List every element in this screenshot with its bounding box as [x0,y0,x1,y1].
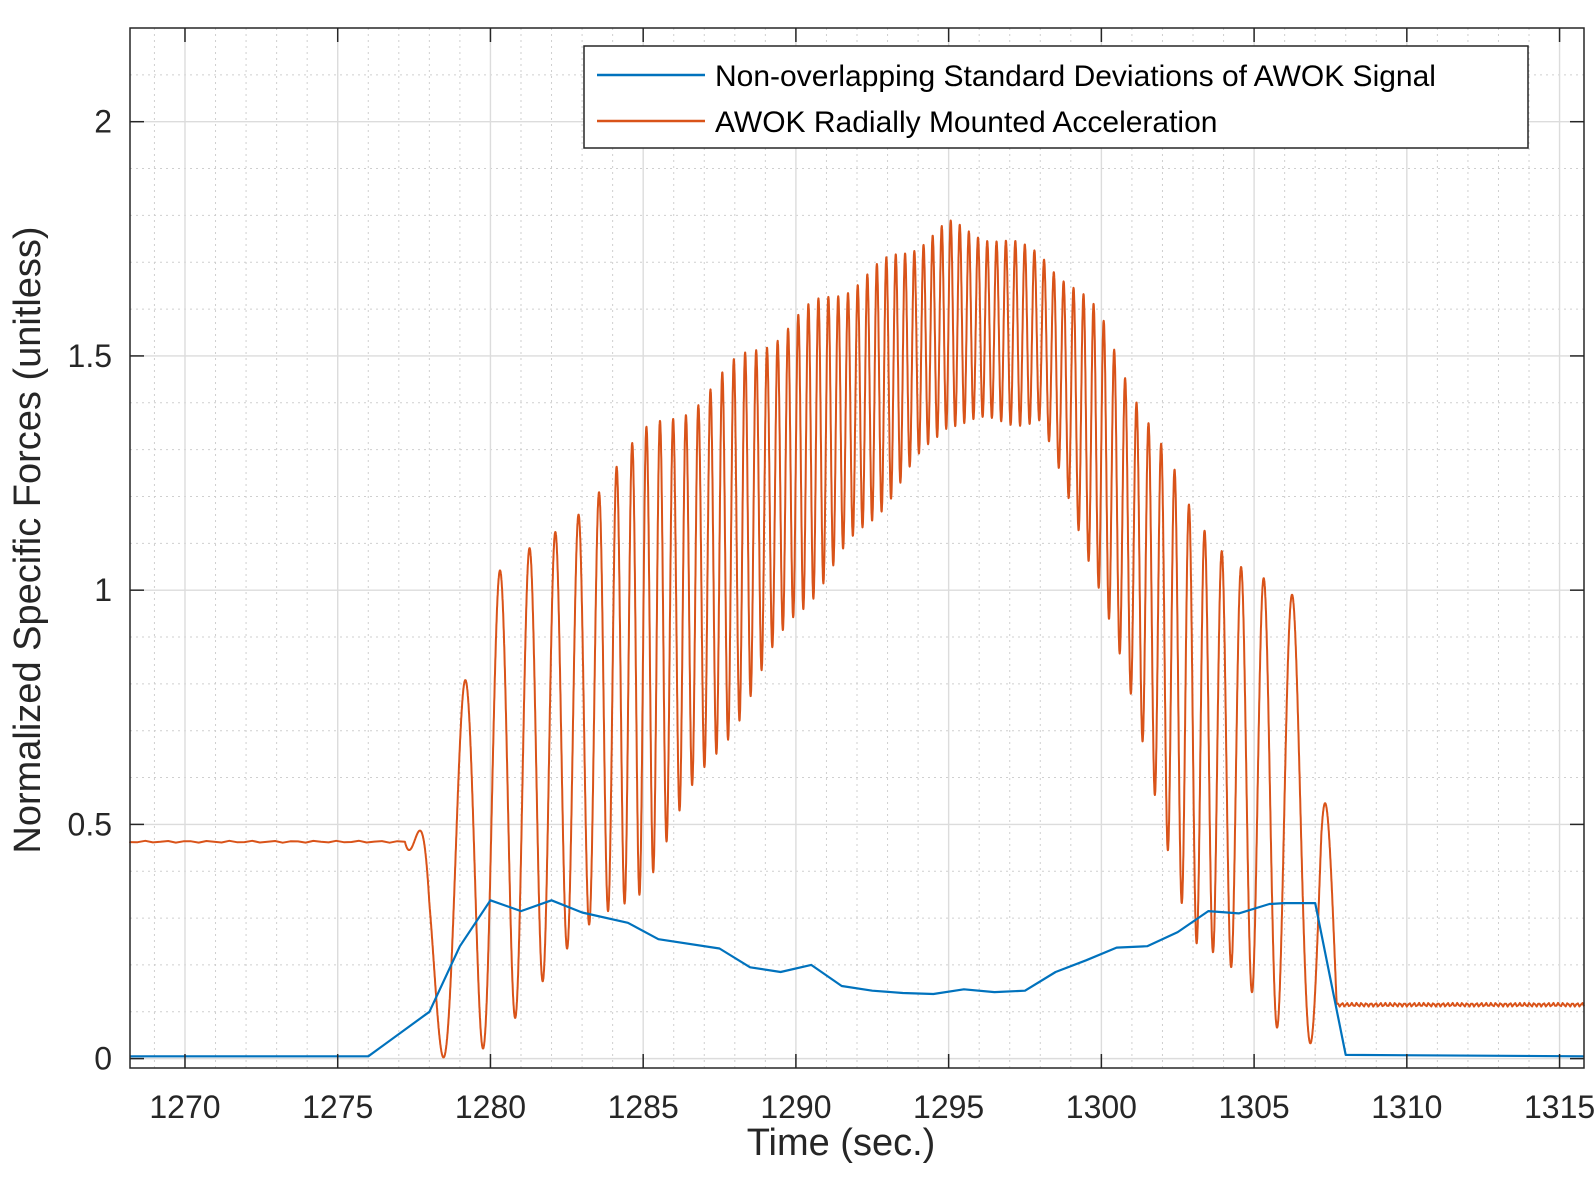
x-tick-label: 1300 [1066,1089,1137,1125]
tick-marks [130,28,1584,1068]
legend-box [583,45,1529,149]
series-line-std [130,899,1585,1058]
y-tick-label: 1 [94,572,112,608]
x-tick-labels: 1270 1275 1280 1285 1290 1295 1300 1305 … [149,1089,1594,1125]
x-axis-title: Time (sec.) [747,1122,936,1164]
legend-label-accel: AWOK Radially Mounted Acceleration [715,106,1217,139]
series-layer [129,219,1585,1059]
x-tick-label: 1315 [1524,1089,1594,1125]
y-tick-label: 0.5 [68,806,112,842]
plot-background [130,28,1584,1068]
x-tick-label: 1275 [302,1089,373,1125]
x-tick-label: 1310 [1371,1089,1442,1125]
x-tick-label: 1285 [608,1089,679,1125]
y-tick-label: 1.5 [68,338,112,374]
y-tick-label: 0 [94,1041,112,1077]
x-tick-label: 1290 [760,1089,831,1125]
x-tick-label: 1280 [455,1089,526,1125]
x-tick-label: 1305 [1219,1089,1290,1125]
plot-frame [129,27,1585,1069]
legend-label-std: Non-overlapping Standard Deviations of A… [715,60,1436,93]
series-line-accel [129,219,1585,1059]
legend: Non-overlapping Standard Deviations of A… [583,45,1529,149]
y-tick-labels: 0 0.5 1 1.5 2 [68,104,112,1077]
x-tick-label: 1270 [149,1089,220,1125]
y-tick-label: 2 [94,104,112,140]
x-tick-label: 1295 [913,1089,984,1125]
y-axis-title: Normalized Specific Forces (unitless) [7,226,49,853]
